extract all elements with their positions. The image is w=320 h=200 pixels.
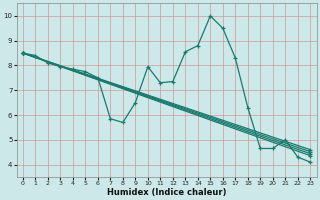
X-axis label: Humidex (Indice chaleur): Humidex (Indice chaleur) — [107, 188, 226, 197]
